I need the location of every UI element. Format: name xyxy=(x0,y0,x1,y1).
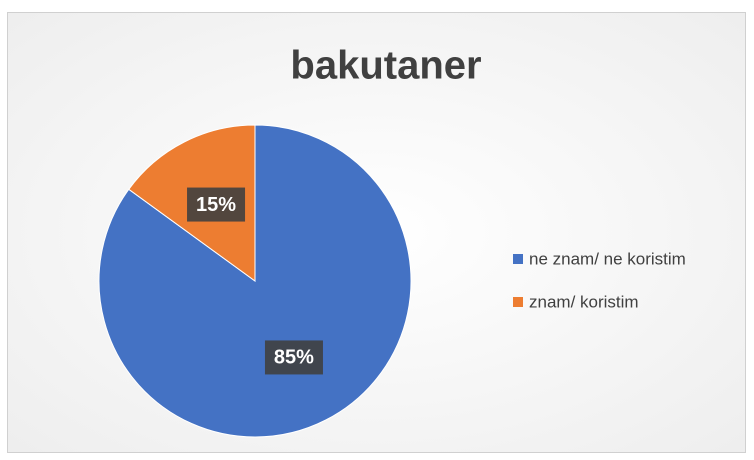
data-label-box xyxy=(187,187,246,222)
chart-title: bakutaner xyxy=(290,44,481,88)
legend-label: znam/ koristim xyxy=(529,292,639,311)
legend-swatch xyxy=(513,297,523,307)
legend-label: ne znam/ ne koristim xyxy=(529,249,686,268)
legend-swatch xyxy=(513,254,523,264)
data-label: 15% xyxy=(196,194,236,216)
data-label-box xyxy=(264,340,323,375)
data-label: 85% xyxy=(274,347,314,369)
